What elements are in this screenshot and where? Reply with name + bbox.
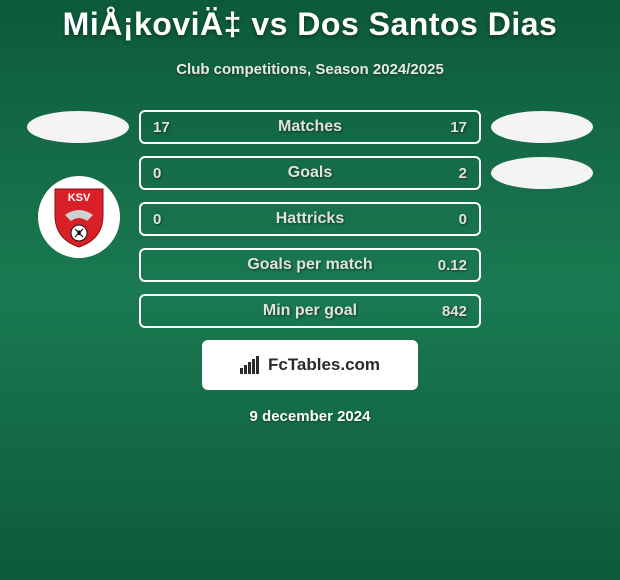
stat-row-mpg: Min per goal 842 bbox=[0, 294, 620, 328]
stat-label: Hattricks bbox=[189, 210, 431, 228]
stat-right-value: 17 bbox=[431, 119, 467, 136]
stats-area: 17 Matches 17 0 Goals 2 KSV bbox=[0, 110, 620, 328]
stat-label: Goals per match bbox=[189, 256, 431, 274]
stat-left-value: 17 bbox=[153, 119, 189, 136]
svg-text:KSV: KSV bbox=[68, 192, 91, 204]
blank-slot bbox=[491, 249, 593, 281]
blank-slot bbox=[491, 203, 593, 235]
stat-right-value: 0 bbox=[431, 211, 467, 228]
stat-left-value: 0 bbox=[153, 211, 189, 228]
stat-label: Matches bbox=[189, 118, 431, 136]
player-right-avatar-2 bbox=[491, 157, 593, 189]
date-line: 9 december 2024 bbox=[0, 408, 620, 425]
bars-icon bbox=[240, 356, 262, 374]
stat-left-value: 0 bbox=[153, 165, 189, 182]
blank-slot bbox=[491, 295, 593, 327]
stat-right-value: 0.12 bbox=[431, 257, 467, 274]
stat-bar: 0 Hattricks 0 bbox=[139, 202, 481, 236]
page-title: MiÅ¡koviÄ‡ vs Dos Santos Dias bbox=[0, 0, 620, 43]
stat-row-hattricks: KSV 0 Hattricks 0 bbox=[0, 202, 620, 236]
subtitle: Club competitions, Season 2024/2025 bbox=[0, 61, 620, 78]
club-badge-left: KSV bbox=[38, 176, 120, 258]
stat-right-value: 842 bbox=[431, 303, 467, 320]
brand-text: FcTables.com bbox=[268, 355, 380, 375]
blank-slot bbox=[27, 295, 129, 327]
stat-bar: Min per goal 842 bbox=[139, 294, 481, 328]
player-left-avatar bbox=[27, 111, 129, 143]
brand-label: FcTables.com bbox=[240, 355, 380, 375]
stat-right-value: 2 bbox=[431, 165, 467, 182]
player-right-avatar bbox=[491, 111, 593, 143]
stat-bar: 0 Goals 2 bbox=[139, 156, 481, 190]
ksv-shield-icon: KSV bbox=[51, 185, 107, 249]
stat-label: Min per goal bbox=[189, 302, 431, 320]
stat-label: Goals bbox=[189, 164, 431, 182]
stat-bar: 17 Matches 17 bbox=[139, 110, 481, 144]
stat-bar: Goals per match 0.12 bbox=[139, 248, 481, 282]
stat-row-matches: 17 Matches 17 bbox=[0, 110, 620, 144]
footer-brand[interactable]: FcTables.com bbox=[202, 340, 418, 390]
